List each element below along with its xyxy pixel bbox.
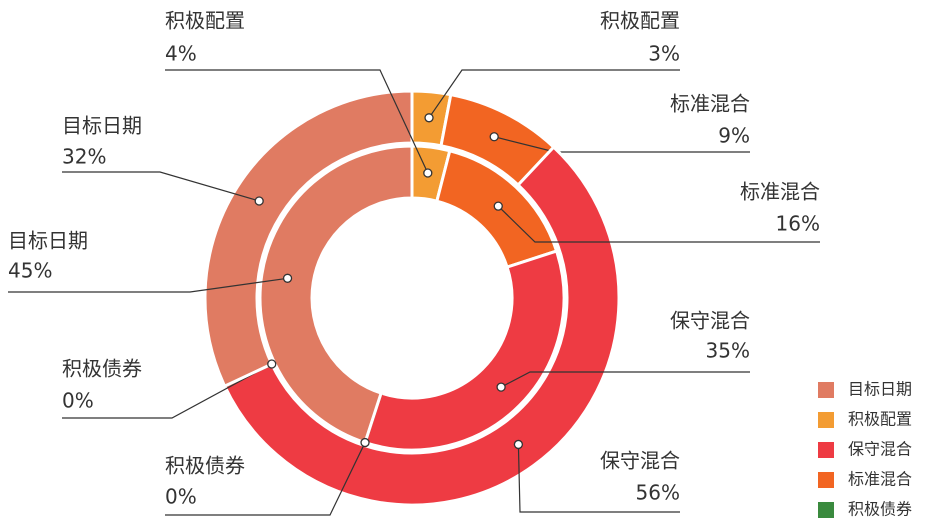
legend-swatch [818, 412, 834, 428]
label-value: 9% [718, 124, 750, 148]
leader-line [62, 363, 273, 419]
leader-dot [513, 439, 524, 450]
label-name: 保守混合 [600, 449, 680, 473]
leader-line [517, 444, 680, 513]
donut-slice [222, 144, 621, 507]
leader-dot [493, 201, 503, 211]
label-value: 4% [165, 42, 197, 66]
legend-label: 保守混合 [848, 440, 912, 459]
legend-label: 目标日期 [848, 380, 912, 399]
label-name: 标准混合 [670, 92, 750, 116]
legend-swatch [818, 502, 834, 518]
donut-slice [258, 144, 414, 445]
label-name: 目标日期 [8, 229, 88, 253]
label-value: 16% [776, 212, 820, 236]
legend-label: 积极配置 [848, 410, 912, 429]
label-value: 35% [706, 339, 750, 363]
leader-dot [282, 273, 293, 283]
legend-swatch [818, 442, 834, 458]
label-name: 保守混合 [670, 309, 750, 333]
leader-dot [360, 437, 370, 448]
label-value: 0% [165, 485, 197, 509]
leader-line [428, 69, 680, 119]
leader-line [497, 205, 820, 243]
leader-dot [267, 359, 277, 369]
label-name: 目标日期 [62, 114, 142, 138]
label-value: 56% [636, 481, 680, 505]
label-name: 标准混合 [740, 180, 820, 204]
leader-dot [496, 382, 506, 392]
label-name: 积极配置 [600, 9, 680, 33]
label-value: 32% [62, 145, 106, 169]
leader-dot [254, 196, 264, 206]
leader-line [165, 69, 429, 174]
leader-dot [423, 168, 433, 178]
legend-label: 标准混合 [848, 470, 912, 489]
donut-slice [363, 249, 566, 452]
leader-line [165, 442, 366, 516]
label-name: 积极配置 [165, 9, 245, 33]
label-name: 积极债券 [165, 454, 245, 478]
leader-line [62, 171, 260, 202]
donut-slice [203, 89, 414, 389]
legend-swatch [818, 382, 834, 398]
leader-line [500, 371, 750, 388]
label-value: 3% [648, 42, 680, 66]
leader-dot [424, 113, 434, 123]
label-name: 积极债券 [62, 357, 142, 381]
leader-line [8, 277, 288, 293]
legend-swatch [818, 472, 834, 488]
leader-dot [489, 132, 499, 142]
label-value: 45% [8, 259, 52, 283]
label-value: 0% [62, 389, 94, 413]
legend-label: 积极债券 [848, 500, 912, 519]
